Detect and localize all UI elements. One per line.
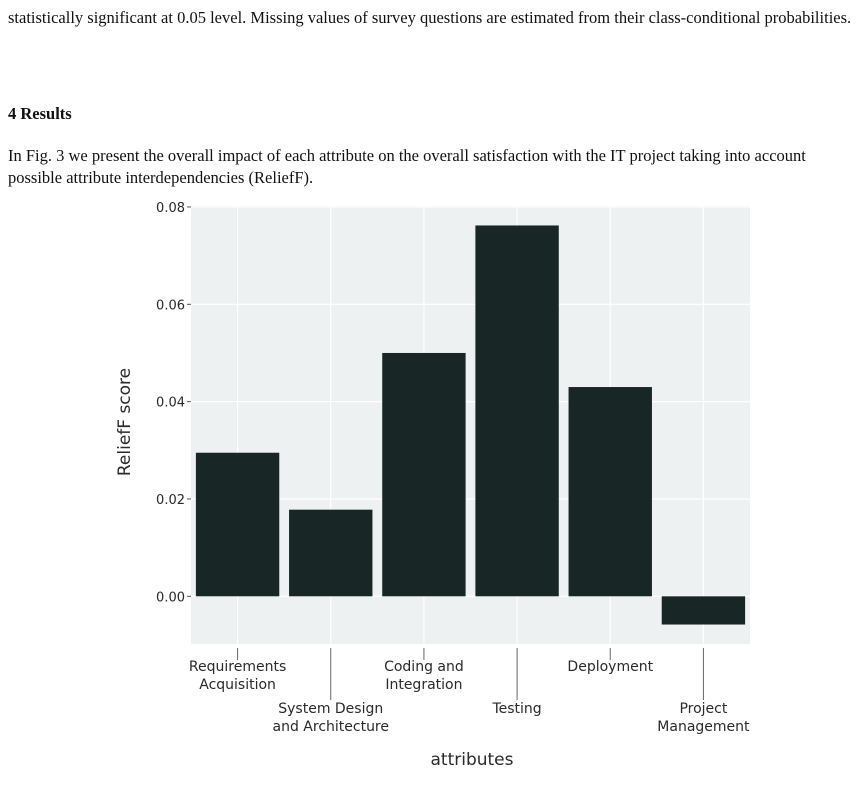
y-axis-ticks: 0.08 0.06 0.04 0.02 0.00 <box>156 201 191 605</box>
x-tick-label: Coding and <box>384 659 464 675</box>
bar <box>382 352 466 597</box>
paragraph-results: In Fig. 3 we present the overall impact … <box>8 146 806 187</box>
x-tick-label: Integration <box>385 677 462 693</box>
bar <box>289 509 373 597</box>
x-axis-label: attributes <box>430 750 513 770</box>
bars <box>195 225 746 625</box>
paragraph-top: statistically significant at 0.05 level.… <box>8 8 852 27</box>
bar <box>661 596 746 625</box>
bar <box>475 225 559 597</box>
section-heading: 4 Results <box>8 104 72 123</box>
x-tick-label: and Architecture <box>273 719 390 735</box>
x-tick-label: Management <box>657 719 750 735</box>
x-tick-label: Project <box>679 701 727 717</box>
y-tick-label: 0.08 <box>156 201 185 216</box>
x-tick-label: Testing <box>491 701 541 717</box>
x-tick-label: Requirements <box>189 659 286 675</box>
y-tick-label: 0.06 <box>156 298 185 313</box>
bar <box>195 452 280 597</box>
x-tick-label: Deployment <box>567 659 653 675</box>
y-tick-label: 0.04 <box>156 396 185 411</box>
y-axis-label: ReliefF score <box>115 368 135 476</box>
bar <box>568 387 652 597</box>
y-tick-label: 0.02 <box>156 493 185 508</box>
x-tick-label: System Design <box>278 701 383 717</box>
plot-area <box>191 206 750 644</box>
relieff-bar-chart: 0.08 0.06 0.04 0.02 0.00 Requirements Acquisi… <box>115 201 750 770</box>
y-tick-label: 0.00 <box>156 590 185 605</box>
x-tick-label: Acquisition <box>199 677 276 693</box>
